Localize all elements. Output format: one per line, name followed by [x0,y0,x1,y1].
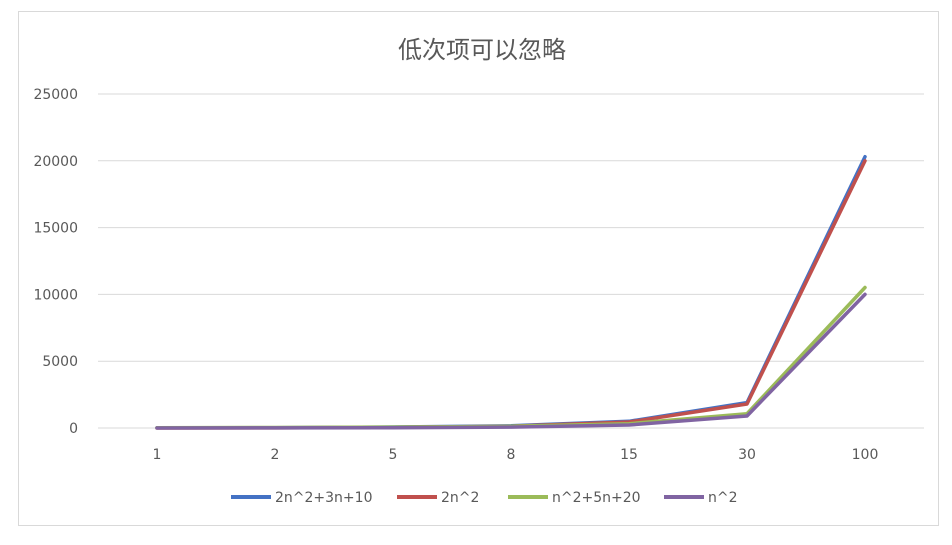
y-tick-label: 20000 [33,154,78,170]
y-tick-label: 10000 [33,287,78,303]
x-axis-ticks: 1 2 5 8 15 30 100 [153,447,879,463]
series-line-2 [155,285,867,430]
y-axis-ticks: 0 5000 10000 15000 20000 25000 [33,87,78,437]
legend: 2n^2+3n+10 2n^2 n^2+5n+20 n^2 [231,490,738,506]
legend-label-1: 2n^2 [441,490,479,506]
legend-label-3: n^2 [708,490,738,506]
x-tick-label: 8 [507,447,516,463]
x-tick-label: 30 [738,447,756,463]
x-tick-label: 5 [389,447,398,463]
y-tick-label: 25000 [33,87,78,103]
y-tick-label: 5000 [42,354,78,370]
grid-lines [98,93,924,429]
x-tick-label: 1 [153,447,162,463]
x-tick-label: 100 [852,447,879,463]
series-lines [155,154,867,430]
chart-frame [18,11,939,526]
y-tick-label: 0 [69,421,78,437]
legend-label-0: 2n^2+3n+10 [275,490,372,506]
series-line-3 [155,292,867,430]
y-tick-label: 15000 [33,221,78,237]
series-line-0 [155,154,867,430]
x-tick-label: 2 [271,447,280,463]
chart-title: 低次项可以忽略 [398,36,566,64]
x-tick-label: 15 [620,447,638,463]
legend-label-2: n^2+5n+20 [552,490,641,506]
